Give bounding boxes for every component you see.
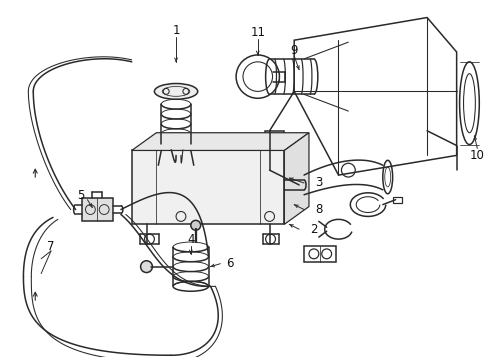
Bar — [304, 246, 335, 262]
Ellipse shape — [190, 220, 200, 230]
Text: 8: 8 — [314, 203, 322, 216]
Bar — [81, 198, 113, 221]
Text: 3: 3 — [314, 176, 322, 189]
Bar — [392, 197, 402, 203]
Ellipse shape — [154, 84, 197, 99]
Text: 1: 1 — [172, 24, 180, 37]
Text: 4: 4 — [187, 233, 194, 246]
Text: 10: 10 — [469, 149, 484, 162]
Polygon shape — [284, 133, 308, 224]
Text: 11: 11 — [250, 26, 264, 39]
Polygon shape — [131, 133, 308, 150]
Text: 7: 7 — [47, 240, 55, 253]
Ellipse shape — [141, 261, 152, 273]
Text: 6: 6 — [226, 257, 233, 270]
Text: 5: 5 — [77, 189, 84, 202]
Text: 9: 9 — [290, 44, 297, 57]
Text: 2: 2 — [309, 223, 317, 236]
Bar — [131, 150, 284, 224]
